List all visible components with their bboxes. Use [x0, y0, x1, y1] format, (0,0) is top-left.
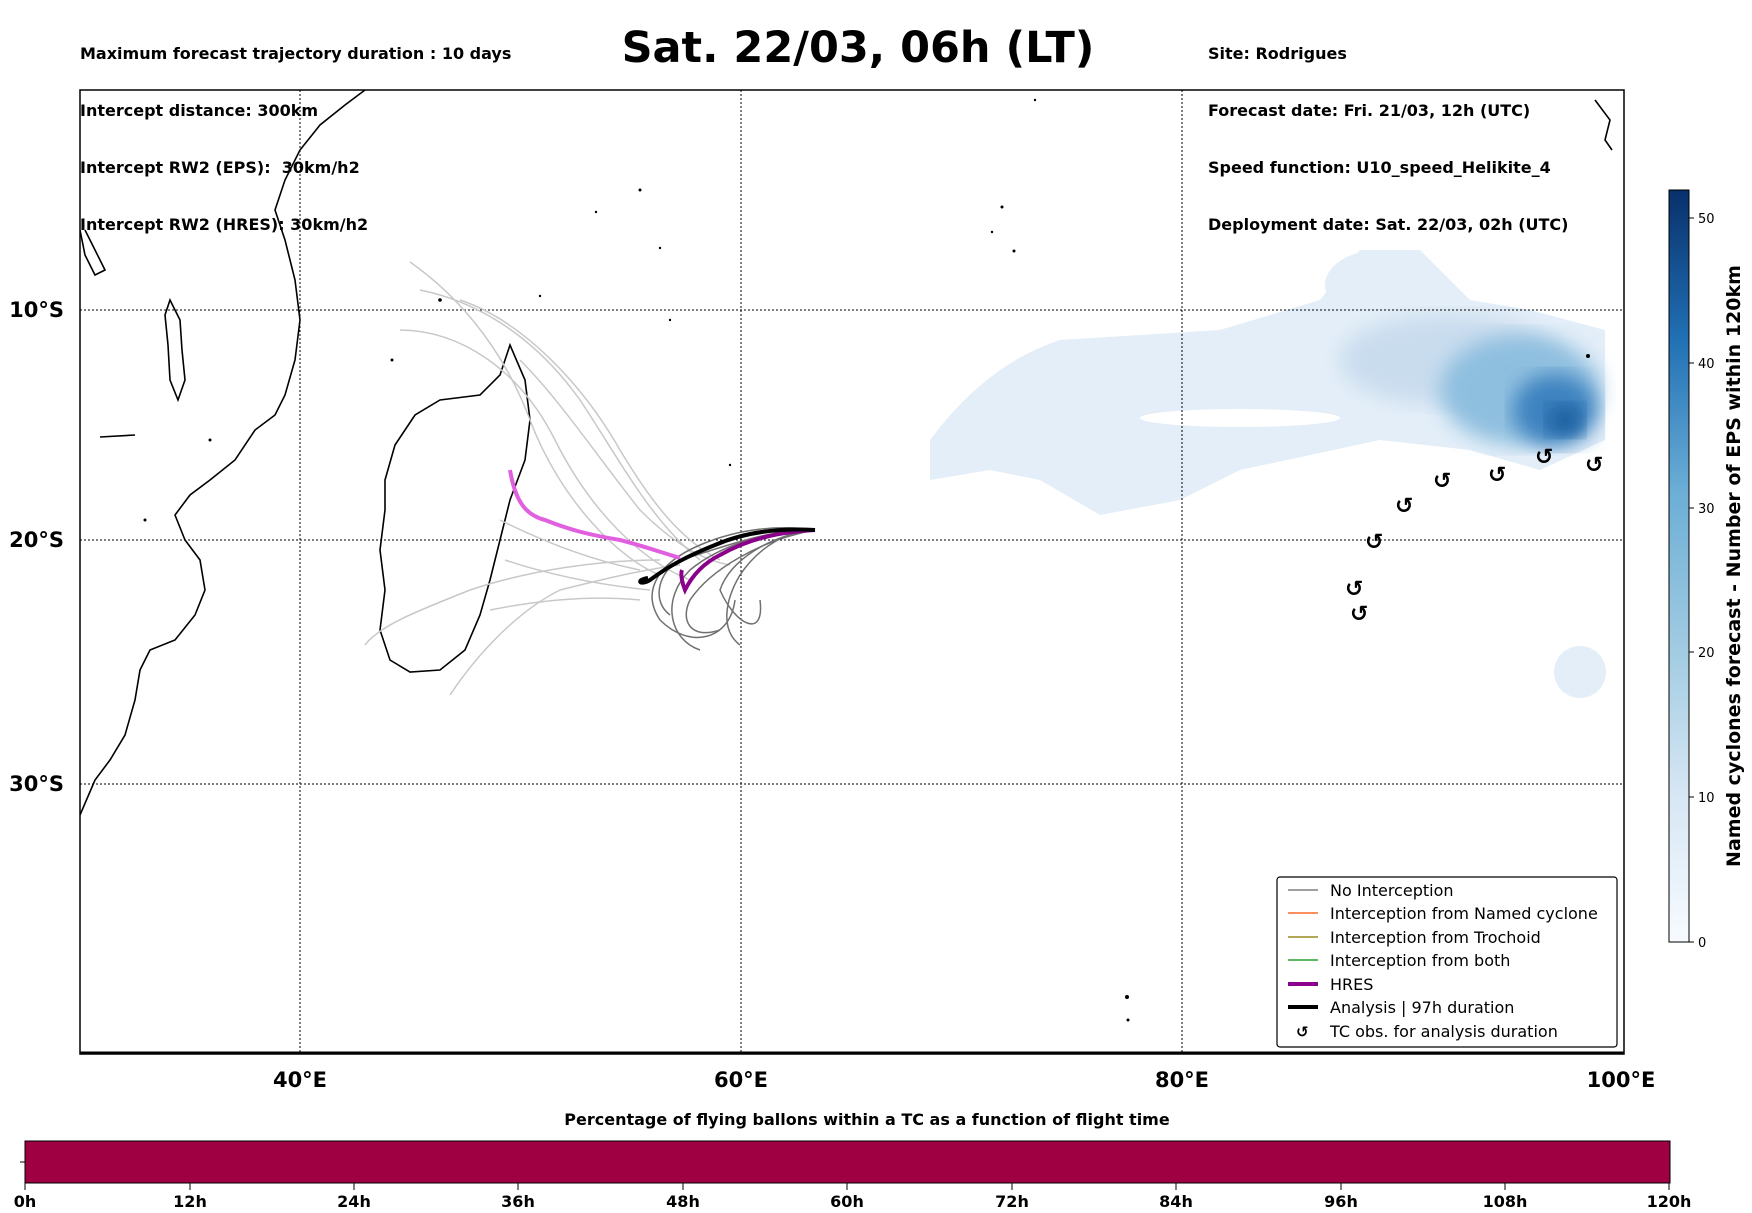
legend-item-label: Interception from Trochoid: [1330, 928, 1541, 947]
legend-item-label: No Interception: [1330, 881, 1454, 900]
tc-obs-marker: ↺: [1395, 494, 1413, 519]
header-line: Speed function: U10_speed_Helikite_4: [1208, 158, 1551, 177]
hres-trajectory: [679, 528, 816, 595]
legend-item-label: Interception from both: [1330, 951, 1510, 970]
time-tick-label: 0h: [14, 1192, 37, 1211]
time-tick-label: 96h: [1324, 1192, 1358, 1211]
header-line: Site: Rodrigues: [1208, 44, 1347, 63]
lon-tick-label: 100°E: [1587, 1068, 1656, 1092]
lat-tick-label: 30°S: [9, 772, 64, 796]
header-line: Forecast date: Fri. 21/03, 12h (UTC): [1208, 101, 1531, 120]
legend: No Interception Interception from Named …: [1276, 876, 1618, 1048]
legend-item-label: Analysis | 97h duration: [1330, 998, 1514, 1017]
map-area: ↺ ↺ ↺ ↺ ↺ ↺ ↺ ↺ No Interception Intercep…: [80, 90, 1624, 1054]
tc-obs-marker: ↺: [1345, 577, 1363, 602]
tc-obs-marker: ↺: [1350, 602, 1368, 627]
legend-item-label: TC obs. for analysis duration: [1329, 1022, 1558, 1041]
colorbar-tick-label: 30: [1698, 502, 1715, 517]
tc-observation-markers: ↺ ↺ ↺ ↺ ↺ ↺ ↺ ↺: [1345, 445, 1603, 627]
lon-tick-label: 80°E: [1155, 1068, 1209, 1092]
time-tick-label: 24h: [337, 1192, 371, 1211]
legend-swatch-tc-obs: ↺: [1296, 1023, 1309, 1041]
lat-tick-label: 10°S: [9, 298, 64, 322]
time-tick-label: 120h: [1647, 1192, 1692, 1211]
islands: [143, 98, 1590, 1022]
tc-obs-marker: ↺: [1433, 469, 1451, 494]
header-info-right: Site: Rodrigues Forecast date: Fri. 21/0…: [1208, 6, 1568, 253]
eps-density-field: [930, 250, 1606, 698]
hres-trajectory-forecast: [508, 469, 681, 560]
colorbar-tick-label: 20: [1698, 646, 1715, 661]
legend-item-label: Interception from Named cyclone: [1330, 904, 1598, 923]
header-line: Deployment date: Sat. 22/03, 02h (UTC): [1208, 215, 1569, 234]
time-bar: 0h 12h 24h 36h 48h 60h 72h 84h 96h 108h …: [14, 1140, 1692, 1211]
tc-obs-marker: ↺: [1585, 453, 1603, 478]
tc-obs-marker: ↺: [1535, 445, 1553, 470]
header-line: Intercept RW2 (HRES): 30km/h2: [80, 215, 369, 234]
time-tick-label: 48h: [666, 1192, 700, 1211]
tc-obs-marker: ↺: [1365, 530, 1383, 555]
header-line: Intercept RW2 (EPS): 30km/h2: [80, 158, 360, 177]
colorbar: 0 10 20 30 40 50 Named cyclones forecast…: [1668, 189, 1745, 951]
eps-trajectories-light: [364, 261, 731, 696]
coastlines: [80, 90, 1613, 816]
graticule: [80, 90, 1624, 1054]
time-tick-label: 36h: [501, 1192, 535, 1211]
tc-obs-marker: ↺: [1488, 463, 1506, 488]
colorbar-tick-label: 10: [1698, 791, 1715, 806]
colorbar-tick-label: 0: [1698, 936, 1706, 951]
time-bar-title: Percentage of flying ballons within a TC…: [564, 1110, 1170, 1129]
lon-tick-label: 40°E: [273, 1068, 327, 1092]
analysis-trajectory: [638, 527, 816, 585]
lon-tick-label: 60°E: [714, 1068, 768, 1092]
legend-item-label: HRES: [1330, 975, 1373, 994]
time-tick-label: 108h: [1483, 1192, 1528, 1211]
main-title: Sat. 22/03, 06h (LT): [621, 23, 1095, 73]
header-line: Maximum forecast trajectory duration : 1…: [80, 44, 512, 63]
time-tick-label: 60h: [830, 1192, 864, 1211]
time-tick-label: 84h: [1159, 1192, 1193, 1211]
colorbar-tick-label: 50: [1698, 212, 1715, 227]
colorbar-tick-label: 40: [1698, 357, 1715, 372]
lat-tick-label: 20°S: [9, 528, 64, 552]
time-tick-label: 72h: [995, 1192, 1029, 1211]
time-tick-label: 12h: [173, 1192, 207, 1211]
header-line: Intercept distance: 300km: [80, 101, 319, 120]
colorbar-title: Named cyclones forecast - Number of EPS …: [1723, 265, 1745, 867]
header-info-left: Maximum forecast trajectory duration : 1…: [80, 6, 511, 253]
